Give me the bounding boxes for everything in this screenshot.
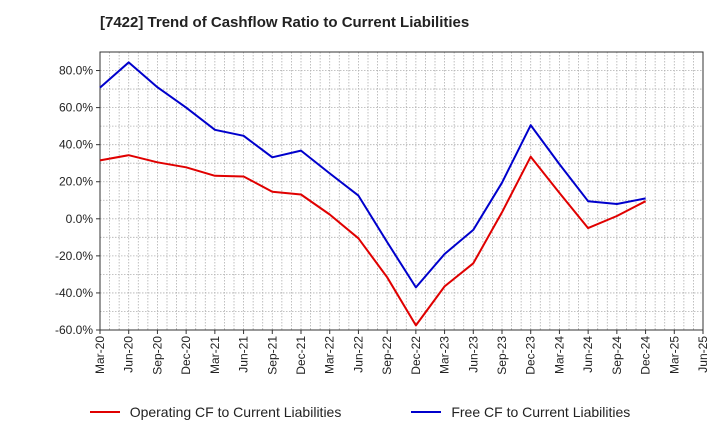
x-tick-label: Dec-21 <box>294 336 308 375</box>
legend-label-free-cf: Free CF to Current Liabilities <box>451 404 631 420</box>
legend-item-free-cf: Free CF to Current Liabilities <box>411 404 630 420</box>
x-tick-label: Mar-21 <box>208 336 222 374</box>
series-line-operating-cf <box>99 154 647 327</box>
y-tick-label: -60.0% <box>55 323 93 337</box>
legend-label-operating-cf: Operating CF to Current Liabilities <box>129 404 342 420</box>
x-tick-label: Dec-22 <box>409 336 423 375</box>
y-tick-label: -20.0% <box>55 249 93 263</box>
x-tick-label: Sep-23 <box>495 336 509 375</box>
x-tick-label: Mar-20 <box>93 336 107 374</box>
x-tick-label: Sep-22 <box>380 336 394 375</box>
x-tick-label: Dec-24 <box>639 336 653 375</box>
legend-swatch-free-cf <box>411 411 442 413</box>
x-tick-label: Dec-20 <box>179 336 193 375</box>
grid-lines <box>100 52 703 330</box>
x-tick-label: Dec-23 <box>524 336 538 375</box>
x-tick-label: Mar-22 <box>323 336 337 374</box>
y-tick-label: 0.0% <box>66 212 94 226</box>
chart-title: [7422] Trend of Cashflow Ratio to Curren… <box>100 14 470 31</box>
x-tick-label: Sep-20 <box>150 336 164 375</box>
x-tick-label: Jun-21 <box>237 336 251 373</box>
x-tick-label: Mar-23 <box>438 336 452 374</box>
y-tick-label: -40.0% <box>55 286 93 300</box>
y-tick-label: 60.0% <box>59 101 93 115</box>
series-line-free-cf <box>99 61 646 289</box>
y-tick-label: 80.0% <box>59 64 93 78</box>
y-tick-label: 40.0% <box>59 138 93 152</box>
x-tick-labels: Mar-20 Jun-20 Sep-20 Dec-20 Mar-21 Jun-21 Sep-… <box>93 336 710 375</box>
x-tick-label: Sep-24 <box>610 336 624 375</box>
x-tick-label: Mar-24 <box>552 336 566 374</box>
series-lines <box>99 61 647 327</box>
x-tick-label: Jun-20 <box>122 336 136 373</box>
x-tick-label: Mar-25 <box>667 336 681 374</box>
axes <box>96 51 704 334</box>
x-tick-label: Jun-22 <box>351 336 365 373</box>
plot-frame <box>99 51 704 331</box>
legend: Operating CF to Current Liabilities Free… <box>0 404 720 420</box>
y-tick-label: 20.0% <box>59 175 93 189</box>
legend-swatch-operating-cf <box>89 411 120 413</box>
x-tick-label: Jun-24 <box>581 336 595 373</box>
y-tick-labels: -60.0% -40.0% -20.0% 0.0% 20.0% 40.0% 60.0% 80.… <box>55 64 93 337</box>
x-tick-label: Jun-25 <box>696 336 710 373</box>
x-tick-label: Sep-21 <box>265 336 279 375</box>
legend-item-operating-cf: Operating CF to Current Liabilities <box>89 404 342 420</box>
x-tick-label: Jun-23 <box>466 336 480 373</box>
